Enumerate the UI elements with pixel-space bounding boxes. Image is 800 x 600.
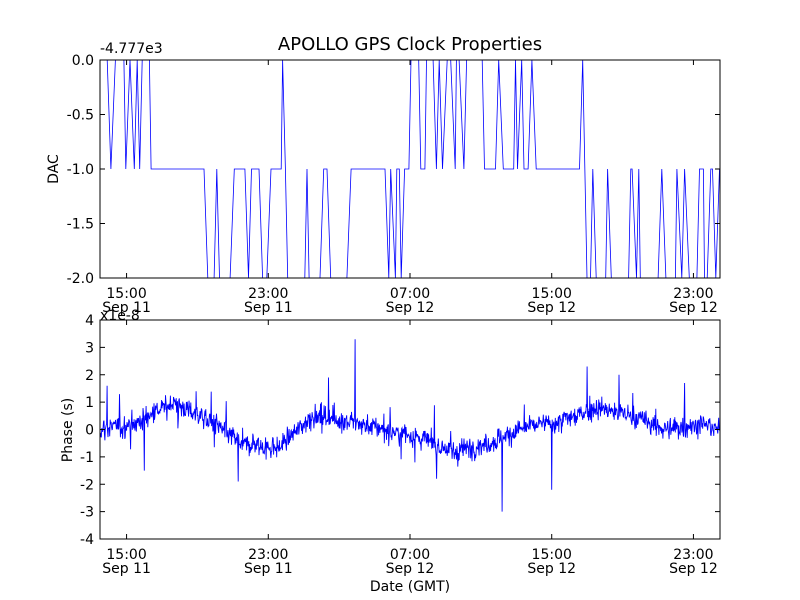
phase-series [99,339,721,512]
y-tick-label: 0.0 [72,53,94,69]
x-tick-date: Sep 11 [102,300,151,316]
x-tick-date: Sep 11 [244,300,293,316]
y-tick-label: -3 [80,505,94,521]
x-axis-label: Date (GMT) [370,579,450,595]
dac-offset-label: -4.777e3 [100,41,163,57]
x-tick-time: 07:00 [390,547,430,563]
y-tick-label: -1 [80,450,94,466]
x-tick-time: 23:00 [673,547,713,563]
x-tick-date: Sep 12 [386,300,435,316]
x-tick-time: 23:00 [673,286,713,302]
y-tick-label: 4 [85,313,94,329]
y-tick-label: -1.5 [67,217,94,233]
x-tick-date: Sep 11 [244,561,293,577]
phase-y-label: Phase (s) [60,398,76,462]
x-tick-time: 23:00 [248,547,288,563]
y-tick-label: -4 [80,532,94,548]
x-tick-date: Sep 12 [669,300,718,316]
y-tick-label: 3 [85,340,94,356]
x-tick-date: Sep 12 [527,561,576,577]
phase-offset-label: x1e-8 [100,308,140,324]
y-tick-label: 1 [85,395,94,411]
x-tick-time: 15:00 [532,286,572,302]
x-tick-time: 15:00 [106,286,146,302]
dac-y-label: DAC [46,154,62,184]
x-tick-time: 23:00 [248,286,288,302]
x-tick-date: Sep 12 [386,561,435,577]
y-tick-label: -2.0 [67,271,94,287]
x-tick-date: Sep 12 [669,561,718,577]
y-tick-label: -0.5 [67,108,94,124]
x-tick-time: 15:00 [532,547,572,563]
y-tick-label: 2 [85,368,94,384]
y-tick-label: 0 [85,423,94,439]
chart-title: APOLLO GPS Clock Properties [278,34,542,55]
phase-plot-frame [99,319,721,540]
x-tick-date: Sep 11 [102,561,151,577]
x-tick-time: 15:00 [106,547,146,563]
x-tick-date: Sep 12 [527,300,576,316]
y-tick-label: -2 [80,477,94,493]
dac-line [100,59,720,279]
dac-series [100,59,720,279]
phase-line [99,339,721,512]
y-tick-label: -1.0 [67,162,94,178]
x-tick-time: 07:00 [390,286,430,302]
